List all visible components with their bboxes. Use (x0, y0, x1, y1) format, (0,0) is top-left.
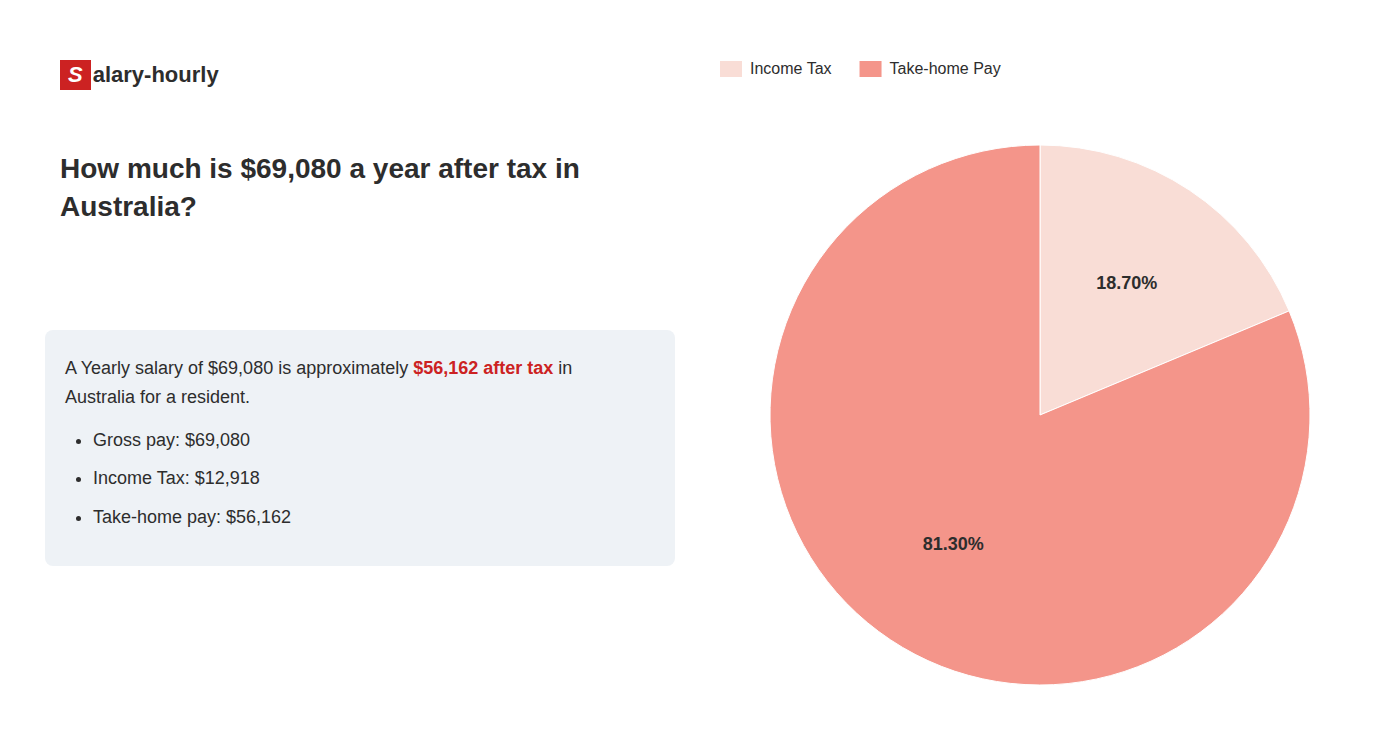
box-line: Australia for a resident. (65, 383, 655, 412)
data-labels: 18.70% 81.30% (923, 273, 1158, 554)
title: How much is $69,080 a year after tax in … (60, 150, 640, 226)
text-span: Australia for a resident. (65, 387, 250, 407)
text-span: A Yearly salary of $69,080 is approximat… (65, 358, 413, 378)
data-label: 81.30% (923, 534, 984, 554)
info-box: A Yearly salary of $69,080 is approximat… (45, 330, 675, 566)
legend-swatch (720, 61, 742, 77)
legend-label: Income Tax (750, 60, 832, 77)
text-span: in (553, 358, 572, 378)
bullet-list: Gross pay: $69,080 Income Tax: $12,918 Tak… (65, 426, 655, 532)
logo-mark: S (60, 60, 91, 90)
text-panel: Salary-hourly How much is $69,080 a year… (0, 0, 660, 750)
text-span: alary-hourly (93, 62, 219, 87)
text-span: Gross pay: $69,080 (93, 430, 250, 450)
slice (770, 145, 1310, 685)
bullet-item: Take-home pay: $56,162 (93, 503, 655, 532)
chart: 18.70% 81.30% Income Tax Take-home Pay (660, 0, 1400, 750)
box-line: A Yearly salary of $69,080 is approximat… (65, 354, 655, 383)
text-span: $56,162 after tax (413, 358, 553, 378)
legend: Income Tax Take-home Pay (720, 60, 1001, 77)
legend-swatch (860, 61, 882, 77)
bullet-item: Gross pay: $69,080 (93, 426, 655, 455)
logo: Salary-hourly (60, 60, 219, 90)
data-label: 18.70% (1096, 273, 1157, 293)
text-span: Take-home pay: $56,162 (93, 507, 291, 527)
bullet-item: Income Tax: $12,918 (93, 464, 655, 493)
text-span: Income Tax: $12,918 (93, 468, 260, 488)
legend-label: Take-home Pay (890, 60, 1001, 77)
pie (770, 145, 1310, 685)
